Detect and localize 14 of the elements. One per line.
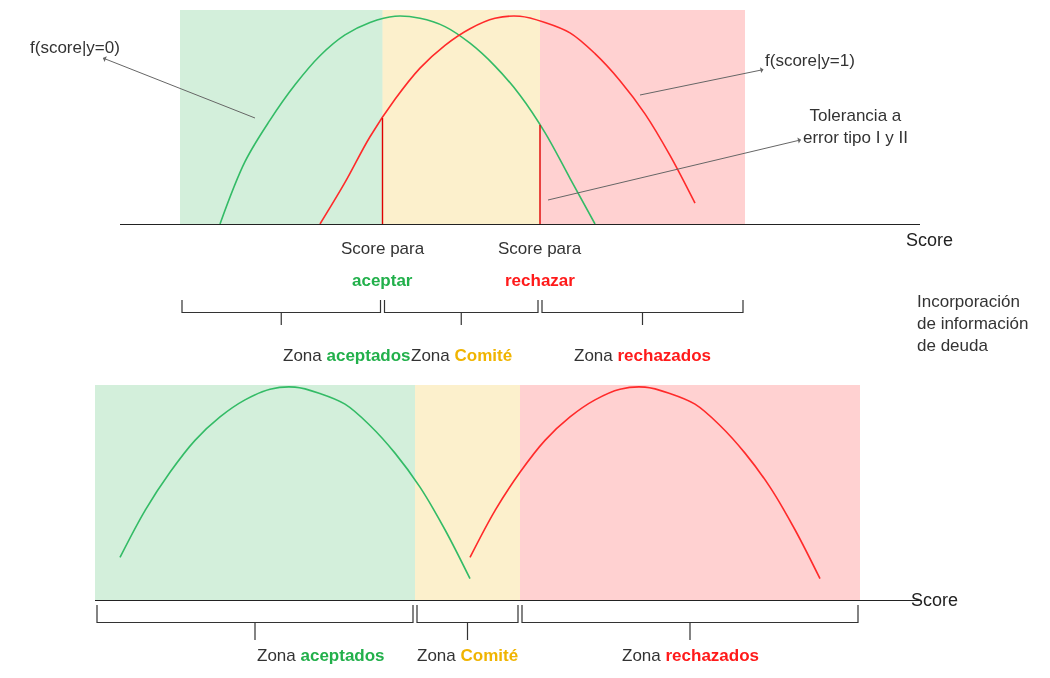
x-axis-title: Score <box>906 230 954 250</box>
annotation: f(score|y=1) <box>765 51 855 70</box>
x-axis-title: Score <box>911 590 959 610</box>
text: Score para rechazar <box>498 239 582 290</box>
text: f(score|y=0) <box>30 38 120 57</box>
text: Zona rechazados <box>574 346 712 365</box>
text: Zona aceptados <box>257 646 385 665</box>
text: Score para aceptar <box>341 239 425 290</box>
text: Zona Comité <box>411 346 513 365</box>
text: Zona rechazados <box>622 646 760 665</box>
text: Zona Comité <box>417 646 519 665</box>
text: Incorporación de información de deuda <box>917 292 1029 356</box>
text: Zona aceptados <box>283 346 411 365</box>
annotation: Tolerancia a error tipo I y II <box>803 106 908 148</box>
